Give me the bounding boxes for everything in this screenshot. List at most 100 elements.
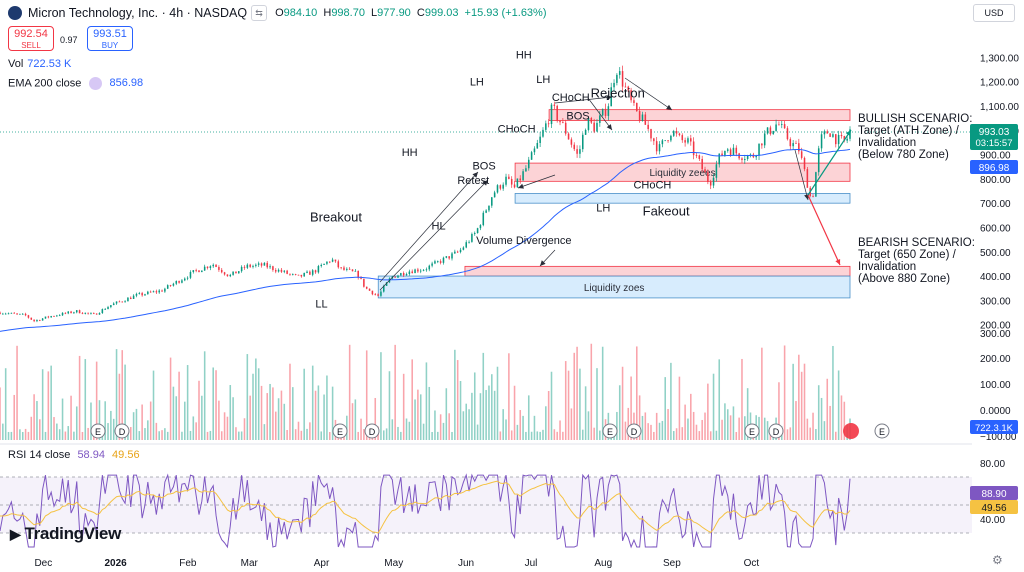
- compare-icon[interactable]: ⇆: [251, 5, 268, 21]
- candle-body: [618, 71, 621, 75]
- candle-body: [667, 140, 669, 142]
- volume-bar: [294, 429, 297, 440]
- volume-bar: [601, 346, 604, 440]
- candle-body: [343, 267, 345, 270]
- candle: [485, 209, 487, 214]
- volume-bar: [189, 430, 192, 440]
- volume-bar: [107, 423, 109, 440]
- candle-body: [505, 176, 507, 185]
- volume-bar: [536, 431, 539, 440]
- ema-settings-icon[interactable]: [89, 77, 103, 90]
- candle-body: [775, 124, 777, 131]
- candle-body: [328, 261, 331, 263]
- candle: [314, 269, 317, 274]
- candle: [226, 274, 229, 277]
- candle-body: [84, 312, 87, 314]
- candle: [229, 273, 232, 278]
- candle: [394, 276, 396, 278]
- candle: [695, 152, 698, 159]
- candle: [601, 108, 604, 117]
- volume-bar: [729, 415, 732, 440]
- volume-bar: [24, 428, 27, 440]
- candle-body: [812, 195, 814, 197]
- volume-bar: [149, 401, 152, 440]
- candle-body: [334, 259, 337, 262]
- symbol-title[interactable]: Micron Technology, Inc. · 4h · NASDAQ: [28, 6, 248, 20]
- candle: [579, 145, 581, 159]
- candle-body: [252, 265, 254, 267]
- candle: [462, 246, 465, 251]
- volume-bar: [243, 418, 246, 440]
- candle-body: [331, 259, 334, 262]
- candle: [672, 129, 675, 138]
- candle: [95, 313, 98, 315]
- candle: [661, 139, 664, 148]
- candle-body: [454, 251, 456, 254]
- candle-body: [226, 274, 229, 277]
- volume-bar: [675, 428, 678, 440]
- candle-body: [101, 309, 104, 314]
- volume-bar: [274, 411, 277, 440]
- candle-body: [835, 134, 837, 145]
- candle: [107, 305, 109, 310]
- ohlc-readout: O984.10 H998.70 L977.90 C999.03 +15.93 (…: [275, 7, 547, 19]
- event-marker-circle: [744, 423, 760, 439]
- currency-button[interactable]: USD: [973, 4, 1015, 22]
- volume-bar: [502, 409, 504, 440]
- candle: [510, 176, 513, 188]
- settings-gear-icon[interactable]: ⚙: [992, 553, 1003, 567]
- candle-body: [124, 301, 126, 303]
- volume-bar: [667, 408, 669, 440]
- candle-body: [496, 185, 499, 193]
- volume-legend[interactable]: Vol 722.53 K: [8, 58, 72, 70]
- candle-body: [798, 143, 800, 152]
- volume-tick-label-1: 200.00: [980, 354, 1011, 365]
- candle-body: [408, 271, 411, 275]
- volume-bar: [402, 373, 405, 440]
- scenario-1-line-0: BEARISH SCENARIO:: [858, 237, 975, 249]
- volume-bar: [744, 416, 746, 440]
- ema-legend[interactable]: EMA 200 close 856.98: [8, 77, 144, 90]
- candle: [468, 240, 470, 244]
- candle: [789, 137, 792, 150]
- volume-bar: [164, 428, 166, 440]
- candle: [201, 270, 203, 273]
- volume-bar: [346, 415, 348, 440]
- candle-body: [545, 123, 547, 130]
- volume-bar: [252, 373, 254, 440]
- candle: [604, 103, 607, 119]
- volume-bar: [508, 353, 510, 440]
- volume-bar: [266, 393, 269, 440]
- candle-body: [377, 294, 379, 296]
- candle-body: [746, 155, 749, 160]
- candle-body: [118, 301, 121, 303]
- candle-body: [351, 269, 354, 272]
- volume-bar: [681, 427, 684, 440]
- candle-body: [7, 313, 10, 315]
- candle-body: [806, 169, 809, 188]
- candle: [607, 103, 610, 121]
- candle: [87, 312, 89, 315]
- sell-button[interactable]: 992.54 SELL: [8, 26, 54, 51]
- candle-body: [522, 171, 524, 181]
- volume-bar: [192, 416, 195, 440]
- candle: [798, 138, 800, 155]
- volume-bar: [701, 419, 703, 440]
- candle: [806, 166, 809, 188]
- candle-body: [581, 134, 584, 150]
- volume-bar: [445, 388, 448, 440]
- volume-bar: [778, 382, 780, 440]
- candle: [709, 179, 712, 190]
- volume-bar: [829, 405, 831, 440]
- candle-body: [58, 315, 61, 317]
- buy-button[interactable]: 993.51 BUY: [87, 26, 133, 51]
- annotation-arrowhead: [540, 260, 546, 266]
- candle-body: [206, 266, 209, 269]
- volume-bar: [437, 431, 439, 440]
- annotation-arrow: [517, 174, 556, 189]
- rsi-legend[interactable]: RSI 14 close 58.94 49.56: [8, 449, 140, 461]
- volume-bar: [317, 385, 320, 440]
- volume-bar: [201, 395, 203, 440]
- volume-bar: [326, 375, 328, 440]
